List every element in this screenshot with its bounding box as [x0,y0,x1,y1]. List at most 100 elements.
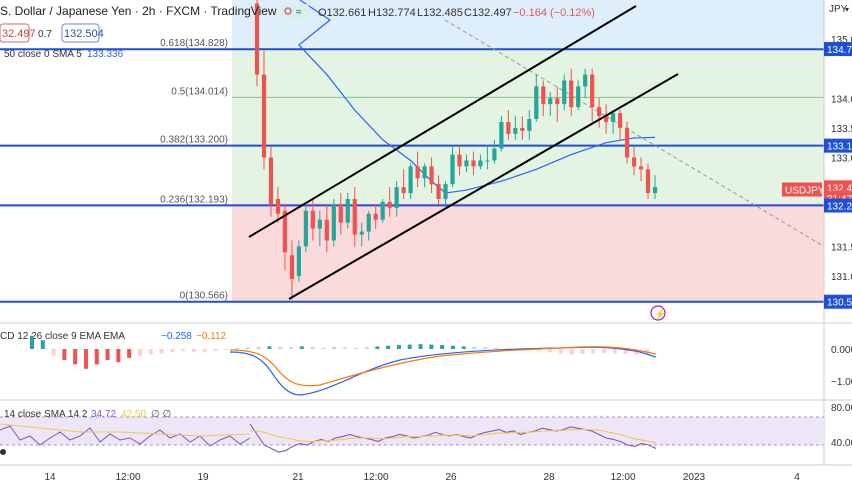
sma-indicator-value: 133.336 [87,49,124,60]
rsi-pane[interactable]: 14 close SMA 14 2 34.72 42.50 ∅ ∅ 80.00 … [0,399,852,455]
fib-zone-red [232,203,824,301]
candle-body [541,86,546,105]
time-tick-label: 12:00 [115,472,140,483]
buy-price: 132.504 [64,28,104,40]
sma-indicator-label: 50 close 0 SMA 5 [4,49,82,60]
macd-histogram-bar [483,347,488,349]
macd-histogram-bar [51,349,56,356]
price-tick-label: 131.5 [831,242,852,253]
candle-body [583,74,588,87]
candle-body [429,166,434,185]
price-tick-label: 131.0 [831,272,852,283]
candle-body [624,127,630,158]
macd-histogram-bar [343,347,347,349]
time-tick-label: 4 [794,472,800,483]
macd-pane[interactable]: CD 12 26 close 9 EMA EMA −0.258 −0.112 0… [0,322,852,396]
macd-histogram-bar [235,347,240,349]
candle-body [520,127,525,131]
candle-body [604,116,609,122]
candle-body [303,210,308,247]
macd-histogram-bar [137,349,142,356]
candle-body [450,154,455,185]
price-tick-label: 134.0 [831,94,852,105]
macd-histogram-bar [40,340,45,349]
candle-body [590,74,595,108]
price-badge-label: 133.1 [827,142,852,153]
candle-body [359,231,364,235]
candle-body [506,121,511,134]
macd-histogram-bar [310,346,315,349]
candle-body [366,213,371,232]
candle-body [394,187,399,208]
macd-histogram-bar [558,349,563,354]
ohlc-close: C132.497 [464,7,512,19]
channel-lower-line[interactable] [288,73,679,300]
rsi-value-3: ∅ ∅ [151,409,171,420]
macd-histogram-bar [191,349,196,353]
macd-value-1: −0.258 [161,331,192,342]
fib-retracement[interactable]: 0.618(134.828) 0.5(134.014) 0.382(133.200)… [160,0,824,303]
price-badge [824,294,852,309]
candle-body [436,184,441,199]
macd-histogram-bar [256,346,261,349]
rsi-tick-0: 80.00 [831,403,852,414]
rsi-tick-1: 40.00 [831,438,852,449]
ohlc-low: L132.485 [417,7,463,19]
header: S. Dollar / Japanese Yen · 2h · FXCM · T… [0,4,595,60]
signal-line [229,346,657,387]
macd-histogram-bar [94,349,99,365]
sell-price: 32.497 [2,28,36,40]
time-tick-label: 2023 [683,472,706,483]
macd-histogram-bar [181,349,186,352]
candle-body [617,113,623,128]
macd-histogram-bar [267,346,272,349]
candle-body [443,184,448,199]
channel-upper-line[interactable] [248,5,637,238]
macd-histogram-bar [289,347,294,349]
currency-dropdown-icon[interactable]: ▾ [845,5,849,14]
price-badge-label: 134.7 [827,45,852,56]
macd-histogram-bar [386,345,391,349]
macd-histogram-bar [73,349,78,365]
horizontal-lines[interactable] [0,48,824,303]
candle-body [492,148,497,161]
rsi-value-2: 42.50 [121,409,146,420]
candle-body [268,157,274,205]
macd-histogram-bar [580,349,585,354]
macd-histogram-bar [202,349,207,352]
macd-tick-1: −1.000 [831,377,852,388]
price-badge [824,138,852,153]
macd-value-2: −0.112 [196,331,227,342]
macd-histogram-bar [450,345,455,349]
dashed-trendline[interactable] [444,19,851,263]
spread-value: 0.7 [38,29,52,40]
lightning-icon[interactable]: ⚡ [650,305,666,321]
wave-icon: ≈ [296,7,302,18]
price-badge-label: USDJPY [785,185,825,196]
time-tick-label: 14 [44,472,56,483]
candle-body [296,246,301,276]
time-tick-label: 26 [445,472,457,483]
fib-level-label: 0.618(134.828) [160,38,228,49]
macd-histogram-bar [278,346,283,349]
sell-button[interactable] [0,23,30,43]
candle-body [310,210,315,229]
macd-histogram-bar [494,347,499,349]
fib-zone-blue [232,0,824,47]
price-axis[interactable]: JPY ▾ 135.0 134.0 133.5 133.0 131.5 131.0 134… [782,0,852,465]
candle-body [562,80,567,105]
candle-body [317,219,322,229]
buy-button[interactable] [61,23,100,43]
rsi-value-1: 34.72 [91,409,116,420]
candle-body [324,219,329,241]
time-axis[interactable]: 14 12:00 19 21 12:00 26 28 12:00 2023 4 [0,464,852,483]
macd-histogram-bar [591,349,596,354]
candle-body [331,204,336,241]
rsi-band [0,417,824,445]
candle-body [638,166,644,170]
macd-histogram-bar [62,349,67,360]
fib-level-label: 0.236(132.193) [160,194,228,205]
candle-body [527,118,532,131]
price-badge [824,198,852,213]
